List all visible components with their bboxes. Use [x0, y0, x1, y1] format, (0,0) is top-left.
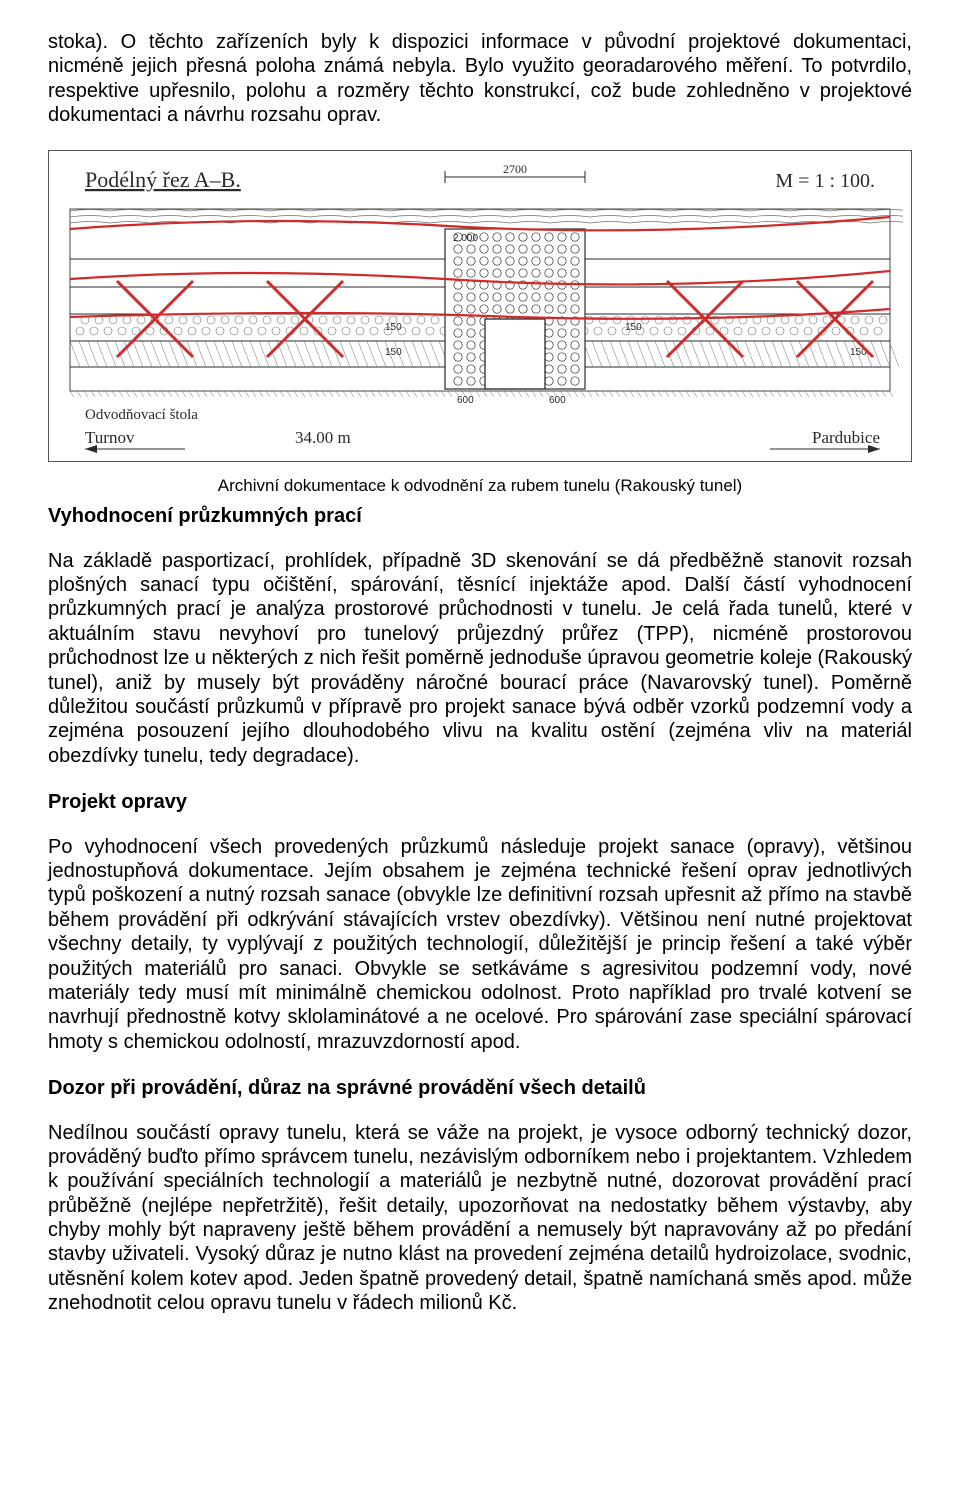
section-body: Na základě pasportizací, prohlídek, příp… [48, 549, 912, 769]
svg-text:600: 600 [549, 395, 566, 406]
svg-text:Pardubice: Pardubice [812, 428, 880, 447]
svg-text:600: 600 [457, 395, 474, 406]
section-title: Dozor při provádění, důraz na správné pr… [48, 1076, 912, 1100]
section-1: Projekt opravy Po vyhodnocení všech prove… [48, 790, 912, 1054]
svg-text:2.000: 2.000 [453, 233, 478, 244]
svg-text:Podélný řez A–B.: Podélný řez A–B. [85, 167, 241, 192]
section-0: Vyhodnocení průzkumných prací Na základě … [48, 504, 912, 768]
svg-text:150: 150 [385, 322, 402, 333]
figure-caption: Archivní dokumentace k odvodnění za rube… [48, 476, 912, 497]
section-title: Vyhodnocení průzkumných prací [48, 504, 912, 528]
section-title: Projekt opravy [48, 790, 912, 814]
section-body: Po vyhodnocení všech provedených průzkum… [48, 835, 912, 1055]
svg-text:M = 1 : 100.: M = 1 : 100. [775, 170, 875, 192]
svg-text:Odvodňovací štola: Odvodňovací štola [85, 407, 198, 423]
section-2: Dozor při provádění, důraz na správné pr… [48, 1076, 912, 1316]
svg-text:2700: 2700 [503, 162, 527, 176]
svg-text:34.00 m: 34.00 m [295, 428, 351, 447]
section-body: Nedílnou součástí opravy tunelu, která s… [48, 1121, 912, 1316]
section-drawing: Podélný řez A–B. M = 1 : 100. 2700 150 150 2.… [57, 159, 903, 459]
svg-text:150: 150 [385, 347, 402, 358]
svg-text:150: 150 [625, 322, 642, 333]
figure-container: Podélný řez A–B. M = 1 : 100. 2700 150 150 2.… [48, 150, 912, 462]
svg-text:Turnov: Turnov [85, 428, 135, 447]
intro-paragraph: stoka). O těchto zařízeních byly k dispo… [48, 30, 912, 128]
